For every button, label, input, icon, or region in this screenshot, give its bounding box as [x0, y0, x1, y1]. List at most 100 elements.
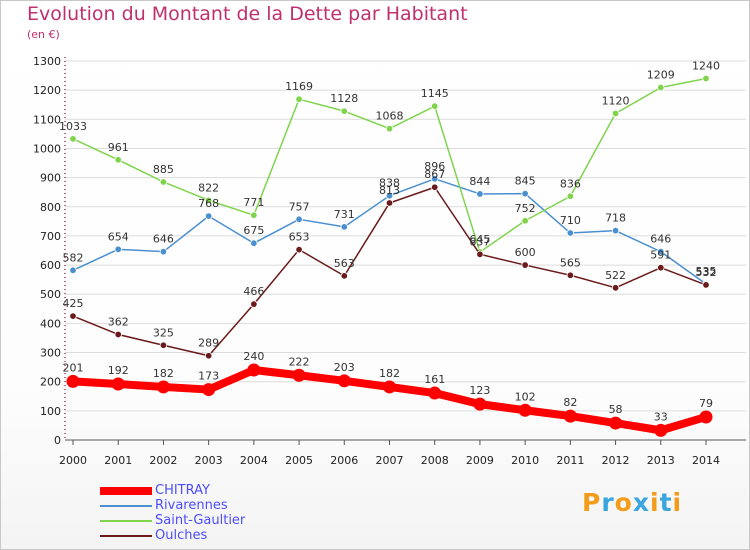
x-tick-label: 2005 [285, 454, 313, 467]
data-point [114, 330, 122, 339]
x-tick-label: 2006 [330, 454, 358, 467]
data-point [337, 374, 351, 388]
legend-swatch [100, 520, 152, 522]
x-tick-label: 2007 [376, 454, 404, 467]
data-label: 1209 [647, 69, 675, 82]
x-axis-ticks: 2000 2001 2002 2003 2004 2005 2006 2007 2008 2009… [59, 454, 720, 467]
y-tick-label: 100 [40, 405, 61, 418]
data-point [247, 363, 261, 377]
y-tick-label: 200 [40, 376, 61, 389]
data-point [702, 74, 710, 83]
data-point [159, 247, 168, 256]
x-tick-label: 2004 [240, 454, 268, 467]
data-label: 1128 [330, 92, 358, 105]
data-point [202, 383, 216, 397]
data-point [611, 226, 620, 235]
logo-letter: i [650, 488, 660, 517]
data-label: 532 [696, 266, 717, 279]
data-label: 33 [654, 410, 668, 423]
logo-letter: x [632, 488, 650, 517]
data-label: 637 [469, 235, 490, 248]
legend-label: CHITRAY [155, 483, 210, 498]
data-label: 885 [153, 163, 174, 176]
data-point [385, 191, 394, 200]
data-label: 646 [153, 233, 174, 246]
data-point [69, 312, 77, 320]
data-point [66, 374, 80, 388]
data-point [156, 380, 170, 394]
data-label: 82 [563, 396, 577, 409]
data-label: 466 [243, 285, 264, 298]
data-point [431, 175, 439, 183]
data-point [295, 95, 303, 103]
data-label: 102 [515, 390, 536, 403]
data-point [204, 352, 213, 360]
data-point [657, 264, 665, 272]
data-label: 896 [424, 160, 445, 173]
data-point [657, 83, 665, 92]
data-label: 718 [605, 212, 626, 225]
data-label: 182 [379, 367, 400, 380]
logo-letter: i [672, 488, 683, 517]
data-label: 173 [198, 370, 219, 383]
x-tick-label: 2001 [104, 454, 132, 467]
data-point [654, 423, 668, 437]
y-tick-label: 1100 [33, 113, 61, 126]
data-label: 844 [469, 175, 490, 188]
data-point [340, 107, 348, 115]
chart-subtitle: (en €) [27, 28, 60, 41]
data-point [159, 341, 168, 349]
data-point [699, 410, 713, 424]
data-label: 289 [198, 337, 219, 350]
data-label: 675 [243, 224, 264, 237]
data-label: 1145 [421, 87, 449, 100]
data-point [428, 386, 442, 400]
data-label: 582 [63, 251, 84, 264]
data-label: 757 [289, 200, 310, 213]
data-point [609, 416, 623, 430]
y-tick-label: 600 [40, 259, 61, 272]
data-label: 961 [108, 141, 129, 154]
legend: CHITRAY Rivarennes Saint-Gaultier Oulches [100, 483, 340, 543]
data-point [566, 229, 575, 237]
data-point [204, 212, 213, 220]
data-point [385, 124, 394, 133]
data-label: 1068 [376, 110, 404, 123]
data-point [295, 215, 303, 224]
legend-item: Oulches [100, 528, 340, 543]
data-label: 1033 [59, 120, 87, 133]
data-point [250, 300, 258, 308]
y-tick-label: 1200 [33, 84, 61, 97]
y-tick-label: 900 [40, 172, 61, 185]
y-tick-label: 700 [40, 230, 61, 243]
y-tick-label: 400 [40, 317, 61, 330]
data-label: 425 [63, 297, 84, 310]
data-label: 1240 [692, 59, 720, 72]
y-tick-label: 0 [54, 434, 61, 447]
data-point [657, 247, 665, 256]
data-label: 161 [424, 373, 445, 386]
data-label: 123 [469, 384, 490, 397]
logo-letter: t [659, 488, 673, 517]
data-label: 182 [153, 367, 174, 380]
data-point [566, 271, 575, 279]
data-point [250, 211, 258, 219]
data-point [521, 189, 529, 198]
y-tick-label: 800 [40, 201, 61, 214]
data-point [204, 196, 213, 205]
chart-title: Evolution du Montant de la Dette par Hab… [27, 3, 468, 25]
legend-item: Rivarennes [100, 498, 340, 513]
data-point [69, 266, 77, 275]
x-tick-label: 2011 [556, 454, 584, 467]
data-label: 565 [560, 256, 581, 269]
x-tick-label: 2008 [421, 454, 449, 467]
data-point [473, 397, 487, 411]
data-label: 867 [424, 168, 445, 181]
legend-label: Saint-Gaultier [155, 513, 246, 528]
data-label: 192 [108, 364, 129, 377]
axes [64, 57, 746, 445]
data-label: 1169 [285, 80, 313, 93]
data-point [431, 102, 439, 110]
